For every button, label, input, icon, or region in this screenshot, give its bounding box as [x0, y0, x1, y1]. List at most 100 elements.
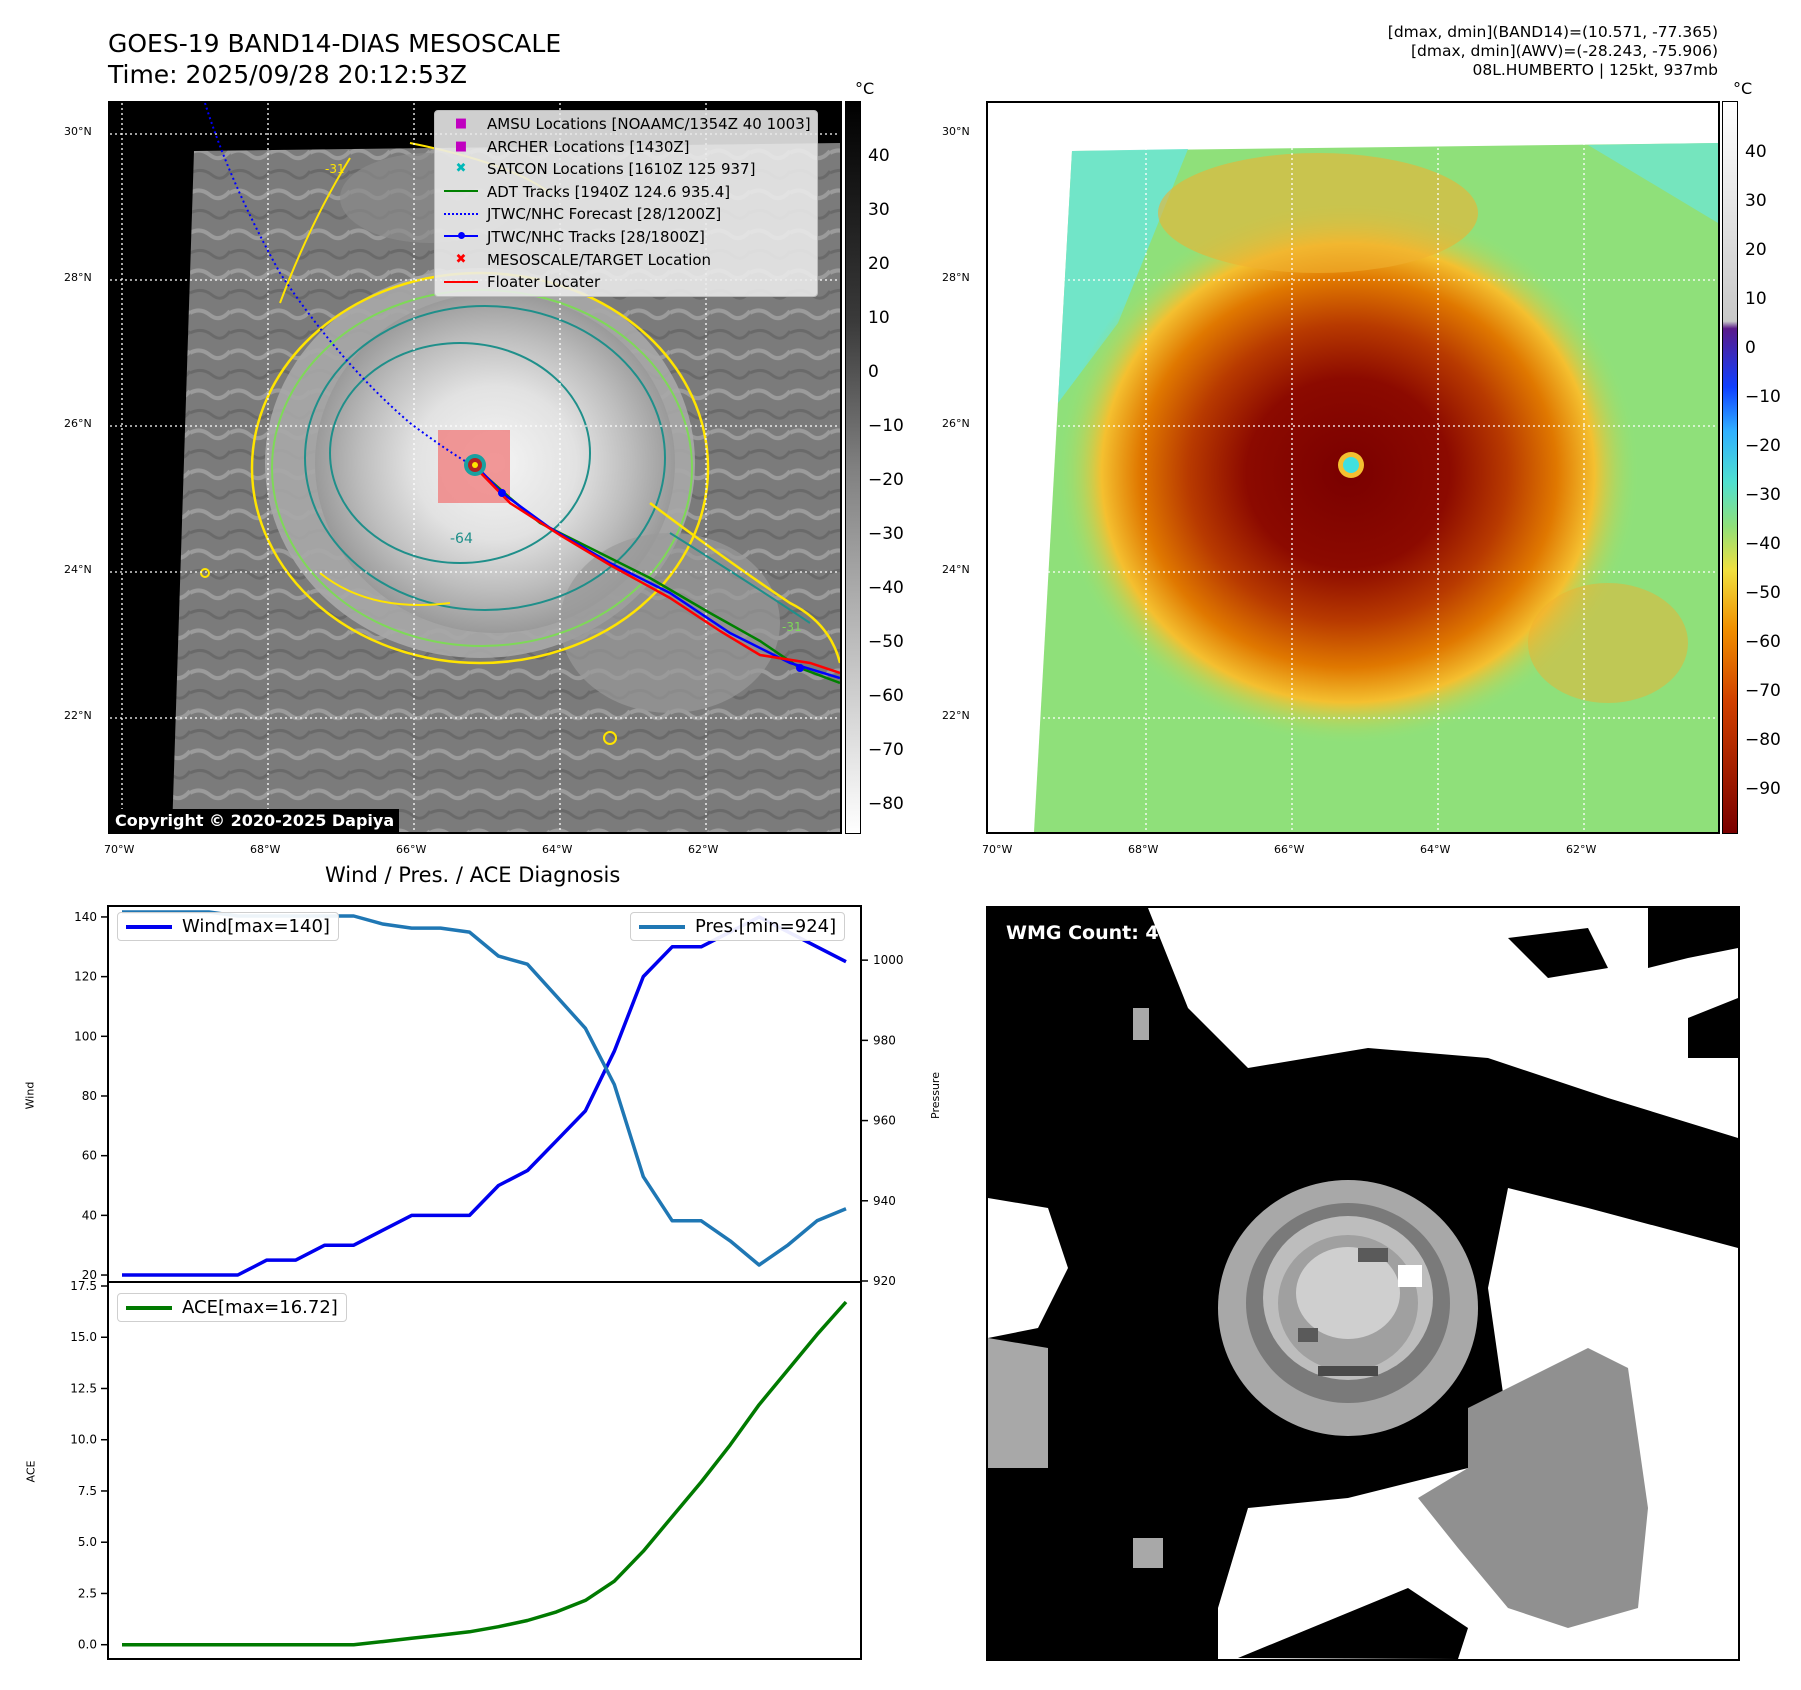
forecast-track	[204, 103, 473, 466]
square-icon: ■	[454, 138, 468, 154]
title-line-1: GOES-19 BAND14-DIAS MESOSCALE	[108, 29, 562, 58]
title-line-2: Time: 2025/09/28 20:12:53Z	[108, 60, 467, 89]
colorbar-tick: −50	[868, 632, 904, 652]
colorbar-tick: 10	[1745, 289, 1767, 309]
wmg-gray-band	[1418, 1348, 1648, 1628]
legend-archer: ■ ARCHER Locations [1430Z]	[441, 136, 811, 159]
storm-info: [dmax, dmin](BAND14)=(10.571, -77.365) […	[1388, 23, 1718, 80]
wind-series-line	[122, 915, 847, 1277]
lon-label: 64°W	[542, 843, 573, 856]
lon-label: 62°W	[688, 843, 719, 856]
legend-floater: Floater Locater	[441, 271, 811, 294]
lon-label: 66°W	[396, 843, 427, 856]
ace-legend: ACE[max=16.72]	[117, 1293, 347, 1322]
ir-map-panel: -64 -31 -31 ■ AMSU Locations [NOAAMC/1354…	[108, 101, 842, 834]
map-legend: ■ AMSU Locations [NOAAMC/1354Z 40 1003] ■…	[434, 110, 818, 297]
copyright-badge: Copyright © 2020-2025 Dapiya	[110, 809, 400, 832]
lon-label: 68°W	[1128, 843, 1159, 856]
colorbar-tick: −40	[868, 578, 904, 598]
lon-label: 62°W	[1566, 843, 1597, 856]
contour-label-3: -31	[782, 620, 802, 634]
ace-series-line	[122, 1300, 848, 1647]
colorbar-tick: −90	[1745, 779, 1781, 799]
ace-tick-label: 12.5	[70, 1381, 97, 1395]
floater-track	[472, 464, 840, 675]
colorbar-tick: −10	[868, 416, 904, 436]
color-eye	[1343, 457, 1359, 473]
lat-label: 30°N	[942, 125, 970, 138]
colorbar-tick: −40	[1745, 534, 1781, 554]
wmg-eye	[1398, 1265, 1422, 1287]
colorbar-tick: −30	[868, 524, 904, 544]
legend-amsu: ■ AMSU Locations [NOAAMC/1354Z 40 1003]	[441, 113, 811, 136]
contour-teal-outer	[304, 305, 666, 611]
colorbar-tick: −50	[1745, 583, 1781, 603]
dotted-line-icon	[441, 203, 481, 226]
lon-label: 64°W	[1420, 843, 1451, 856]
lon-label: 70°W	[104, 843, 135, 856]
lon-label: 66°W	[1274, 843, 1305, 856]
colorbar-unit: °C	[855, 79, 875, 98]
lat-label: 28°N	[64, 271, 92, 284]
legend-tracks: JTWC/NHC Tracks [28/1800Z]	[441, 226, 811, 249]
legend-satcon: ✖ SATCON Locations [1610Z 125 937]	[441, 158, 811, 181]
diagnosis-chart: 20 40 60 80 100 120 140 920 940 960 980 1000 0.0 2.5 5…	[70, 905, 904, 1660]
legend-target: ✖ MESOSCALE/TARGET Location	[441, 249, 811, 272]
line-icon	[441, 181, 481, 204]
wmg-svg	[988, 908, 1738, 1659]
lat-label: 26°N	[64, 417, 92, 430]
ace-tick-label: 2.5	[78, 1586, 97, 1600]
ace-axes-frame	[107, 1281, 862, 1660]
ace-tick-label: 17.5	[70, 1279, 97, 1293]
colorbar-tick: 30	[868, 200, 890, 220]
axis-ticks: 20 40 60 80 100 120 140 920 940 960 980 1000 0.0 2.5 5…	[70, 910, 903, 1652]
pressure-tick-label: 920	[873, 1274, 896, 1288]
colorbar-tick: 0	[868, 362, 879, 382]
wind-tick-label: 120	[74, 970, 97, 984]
wind-tick-label: 100	[74, 1029, 97, 1043]
pressure-tick-label: 940	[873, 1194, 896, 1208]
ace-tick-label: 10.0	[70, 1433, 97, 1447]
contour-teal-inner	[329, 342, 591, 564]
ace-tick-label: 0.0	[78, 1638, 97, 1652]
color-map-grid	[988, 103, 1718, 832]
colorbar-tick: −20	[868, 470, 904, 490]
colorbar-tick: −80	[868, 794, 904, 814]
pressure-series-line	[122, 910, 847, 1267]
line-dot-icon	[441, 226, 481, 249]
wind-legend: Wind[max=140]	[117, 912, 339, 941]
info-line-1: [dmax, dmin](BAND14)=(10.571, -77.365)	[1387, 23, 1718, 41]
wmg-count-label: WMG Count: 4	[1006, 922, 1159, 944]
colorbar-unit: °C	[1733, 79, 1753, 98]
colorbar-tick: −10	[1745, 387, 1781, 407]
lat-label: 22°N	[64, 709, 92, 722]
gray-colorbar	[845, 101, 861, 834]
contour-label-1: -64	[450, 531, 473, 547]
color-ir-map-svg	[988, 103, 1718, 832]
wind-tick-label: 80	[82, 1089, 97, 1103]
square-icon: ■	[454, 116, 468, 131]
wind-tick-label: 60	[82, 1149, 97, 1163]
wmg-panel	[986, 906, 1740, 1661]
wind-axes-frame	[107, 905, 862, 1283]
colorbar-tick: 40	[868, 146, 890, 166]
color-ir-map-panel	[986, 101, 1720, 834]
colorbar-tick: −60	[868, 686, 904, 706]
lat-label: 26°N	[942, 417, 970, 430]
info-line-3: 08L.HUMBERTO | 125kt, 937mb	[1472, 61, 1719, 79]
diagnosis-title: Wind / Pres. / ACE Diagnosis	[325, 863, 621, 887]
ir-map-svg: -64 -31 -31	[110, 103, 840, 832]
pressure-legend-swatch	[639, 924, 685, 929]
lat-label: 24°N	[942, 563, 970, 576]
pressure-tick-label: 1000	[873, 953, 904, 967]
contour-label-2: -31	[325, 162, 345, 176]
colorbar-tick: −30	[1745, 485, 1781, 505]
ace-tick-label: 5.0	[78, 1535, 97, 1549]
colorbar-tick: 20	[1745, 240, 1767, 260]
wind-tick-label: 20	[82, 1268, 97, 1282]
colorbar-tick: −60	[1745, 632, 1781, 652]
colorbar-tick: 20	[868, 254, 890, 274]
wind-tick-label: 140	[74, 910, 97, 924]
wind-tick-label: 40	[82, 1208, 97, 1222]
legend-adt: ADT Tracks [1940Z 124.6 935.4]	[441, 181, 811, 204]
